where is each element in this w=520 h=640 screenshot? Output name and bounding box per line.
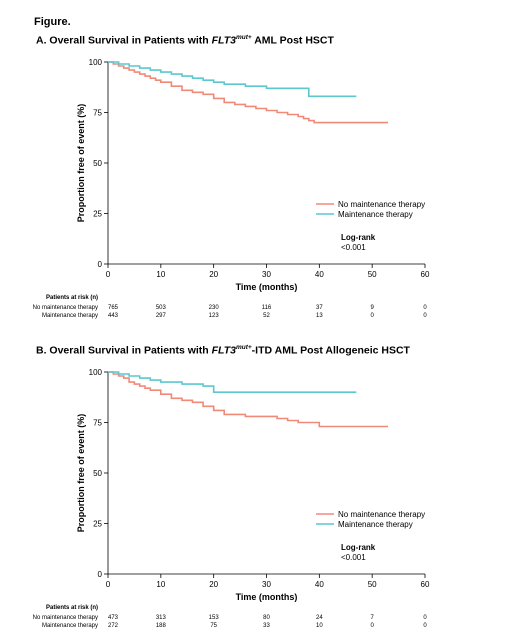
x-tick-label: 50 [368, 270, 377, 279]
x-tick-label: 60 [421, 270, 430, 279]
risk-value: 0 [370, 313, 374, 319]
risk-value: 37 [316, 305, 323, 311]
risk-value: 33 [263, 623, 270, 629]
y-tick-label: 75 [93, 419, 102, 428]
legend-label: Maintenance therapy [338, 210, 413, 219]
title-superscript: mut+ [235, 344, 252, 351]
y-tick-label: 50 [93, 469, 102, 478]
risk-value: 153 [209, 615, 220, 621]
risk-value: 188 [156, 623, 167, 629]
risk-value: 503 [156, 305, 167, 311]
risk-value: 0 [423, 623, 427, 629]
x-axis-label: Time (months) [236, 282, 298, 292]
risk-value: 0 [423, 313, 427, 319]
chart-panel-a: A. Overall Survival in Patients with FLT… [0, 30, 520, 330]
risk-table-header: Patients at risk (n) [46, 605, 98, 611]
risk-value: 313 [156, 615, 167, 621]
risk-value: 272 [108, 623, 119, 629]
annotation-value: <0.001 [341, 553, 366, 562]
y-axis-label: Proportion free of event (%) [76, 104, 86, 223]
km-chart: 0 25 50 75 100 0 10 20 30 40 50 60 Time (months) Prop… [33, 58, 430, 319]
risk-value: 116 [262, 305, 272, 311]
x-tick-label: 0 [106, 270, 111, 279]
y-tick-label: 75 [93, 109, 102, 118]
title-prefix: B. Overall Survival in Patients with [36, 344, 212, 357]
x-tick-label: 30 [262, 580, 271, 589]
x-tick-label: 0 [106, 580, 111, 589]
series-line-no-maintenance [108, 61, 388, 124]
x-tick-label: 50 [368, 580, 377, 589]
risk-value: 230 [209, 305, 220, 311]
legend-label: No maintenance therapy [338, 510, 425, 519]
risk-value: 24 [316, 615, 323, 621]
x-tick-label: 40 [315, 270, 324, 279]
x-tick-label: 20 [209, 270, 218, 279]
title-superscript: mut+ [235, 34, 252, 41]
annotation-title: Log-rank [341, 233, 376, 242]
legend-label: Maintenance therapy [338, 520, 413, 529]
risk-table-header: Patients at risk (n) [46, 295, 98, 301]
title-prefix: A. Overall Survival in Patients with [36, 34, 212, 47]
risk-value: 0 [423, 305, 427, 311]
title-gene: FLT3 [211, 34, 236, 47]
risk-value: 473 [108, 615, 119, 621]
title-suffix: -ITD AML Post Allogeneic HSCT [251, 344, 410, 357]
risk-value: 7 [370, 615, 374, 621]
risk-value: 765 [108, 305, 119, 311]
x-tick-label: 10 [156, 270, 165, 279]
y-axis-label: Proportion free of event (%) [76, 414, 86, 533]
y-tick-label: 0 [98, 260, 103, 269]
title-gene: FLT3 [211, 344, 236, 357]
risk-value: 10 [316, 623, 323, 629]
x-axis-label: Time (months) [236, 592, 298, 602]
x-tick-label: 30 [262, 270, 271, 279]
risk-value: 13 [316, 313, 323, 319]
y-tick-label: 25 [93, 210, 102, 219]
risk-value: 0 [370, 623, 374, 629]
risk-row-label: No maintenance therapy [33, 615, 98, 621]
risk-row-label: No maintenance therapy [33, 305, 98, 311]
chart-title: B. Overall Survival in Patients with FLT… [36, 344, 410, 357]
x-tick-label: 10 [156, 580, 165, 589]
x-tick-label: 20 [209, 580, 218, 589]
chart-panel-b: B. Overall Survival in Patients with FLT… [0, 340, 520, 640]
figure-label: Figure. [34, 16, 71, 28]
y-tick-label: 25 [93, 520, 102, 529]
risk-value: 80 [263, 615, 270, 621]
risk-value: 9 [370, 305, 374, 311]
risk-row-label: Maintenance therapy [42, 623, 98, 629]
y-tick-label: 50 [93, 159, 102, 168]
risk-value: 75 [210, 623, 217, 629]
annotation-value: <0.001 [341, 243, 366, 252]
risk-value: 123 [209, 313, 220, 319]
chart-title: A. Overall Survival in Patients with FLT… [36, 34, 334, 47]
x-tick-label: 60 [421, 580, 430, 589]
title-suffix: AML Post HSCT [251, 34, 334, 47]
risk-value: 443 [108, 313, 119, 319]
y-tick-label: 0 [98, 570, 103, 579]
risk-value: 52 [263, 313, 270, 319]
x-tick-label: 40 [315, 580, 324, 589]
series-line-no-maintenance [108, 371, 388, 428]
y-tick-label: 100 [89, 58, 103, 67]
annotation-title: Log-rank [341, 543, 376, 552]
legend-label: No maintenance therapy [338, 200, 425, 209]
series-line-maintenance [108, 61, 357, 98]
series-line-maintenance [108, 371, 357, 393]
risk-value: 0 [423, 615, 427, 621]
risk-value: 297 [156, 313, 167, 319]
y-tick-label: 100 [89, 368, 103, 377]
risk-row-label: Maintenance therapy [42, 313, 98, 319]
